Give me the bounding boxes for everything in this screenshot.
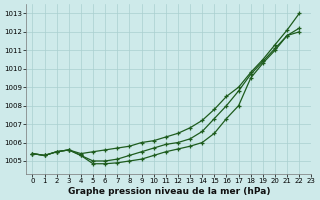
X-axis label: Graphe pression niveau de la mer (hPa): Graphe pression niveau de la mer (hPa): [68, 187, 270, 196]
